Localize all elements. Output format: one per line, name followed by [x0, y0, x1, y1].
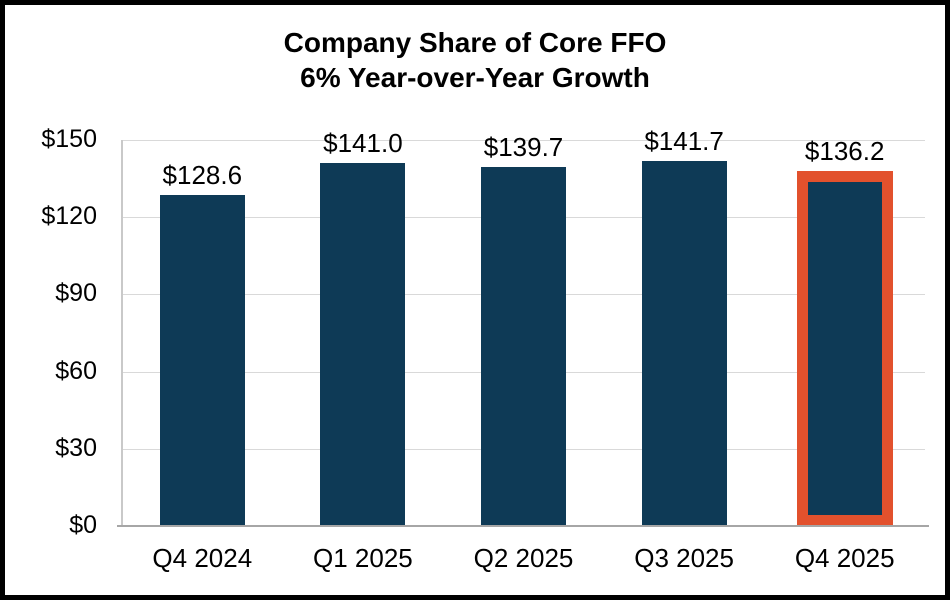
data-label-q2-2025: $139.7 — [483, 132, 564, 162]
x-tick-label-q4-2024: Q4 2024 — [152, 543, 253, 573]
chart-title-block: Company Share of Core FFO 6% Year-over-Y… — [5, 25, 945, 95]
bar-q3-2025 — [641, 161, 727, 526]
chart-title: Company Share of Core FFO — [283, 27, 667, 58]
x-tick-label-q2-2025: Q2 2025 — [473, 543, 574, 573]
data-label-q1-2025: $141.0 — [323, 128, 403, 158]
gridline-150 — [122, 140, 925, 141]
x-tick-label-q3-2025: Q3 2025 — [634, 543, 734, 573]
bar-q2-2025 — [481, 167, 566, 526]
plot-area — [122, 140, 925, 526]
x-axis-line — [117, 525, 929, 527]
chart-subtitle: 6% Year-over-Year Growth — [300, 62, 650, 93]
y-tick-label-30: $30 — [55, 433, 97, 462]
bar-q4-2024 — [159, 195, 245, 526]
y-tick-label-120: $120 — [41, 202, 97, 231]
y-tick-label-150: $150 — [41, 125, 97, 153]
data-label-q4-2025: $136.2 — [804, 135, 885, 166]
y-tick-label-60: $60 — [55, 356, 97, 385]
x-tick-label-q4-2025: Q4 2025 — [794, 543, 895, 573]
bar-highlighted-q4-2025 — [796, 170, 893, 526]
data-label-q3-2025: $141.7 — [644, 126, 724, 156]
y-tick-label-0: $0 — [69, 511, 97, 539]
data-label-q4-2024: $128.6 — [162, 160, 243, 190]
y-tick-label-90: $90 — [55, 279, 97, 308]
y-axis-line — [121, 140, 123, 527]
bar-q1-2025 — [320, 163, 406, 526]
x-tick-label-q1-2025: Q1 2025 — [313, 543, 413, 573]
